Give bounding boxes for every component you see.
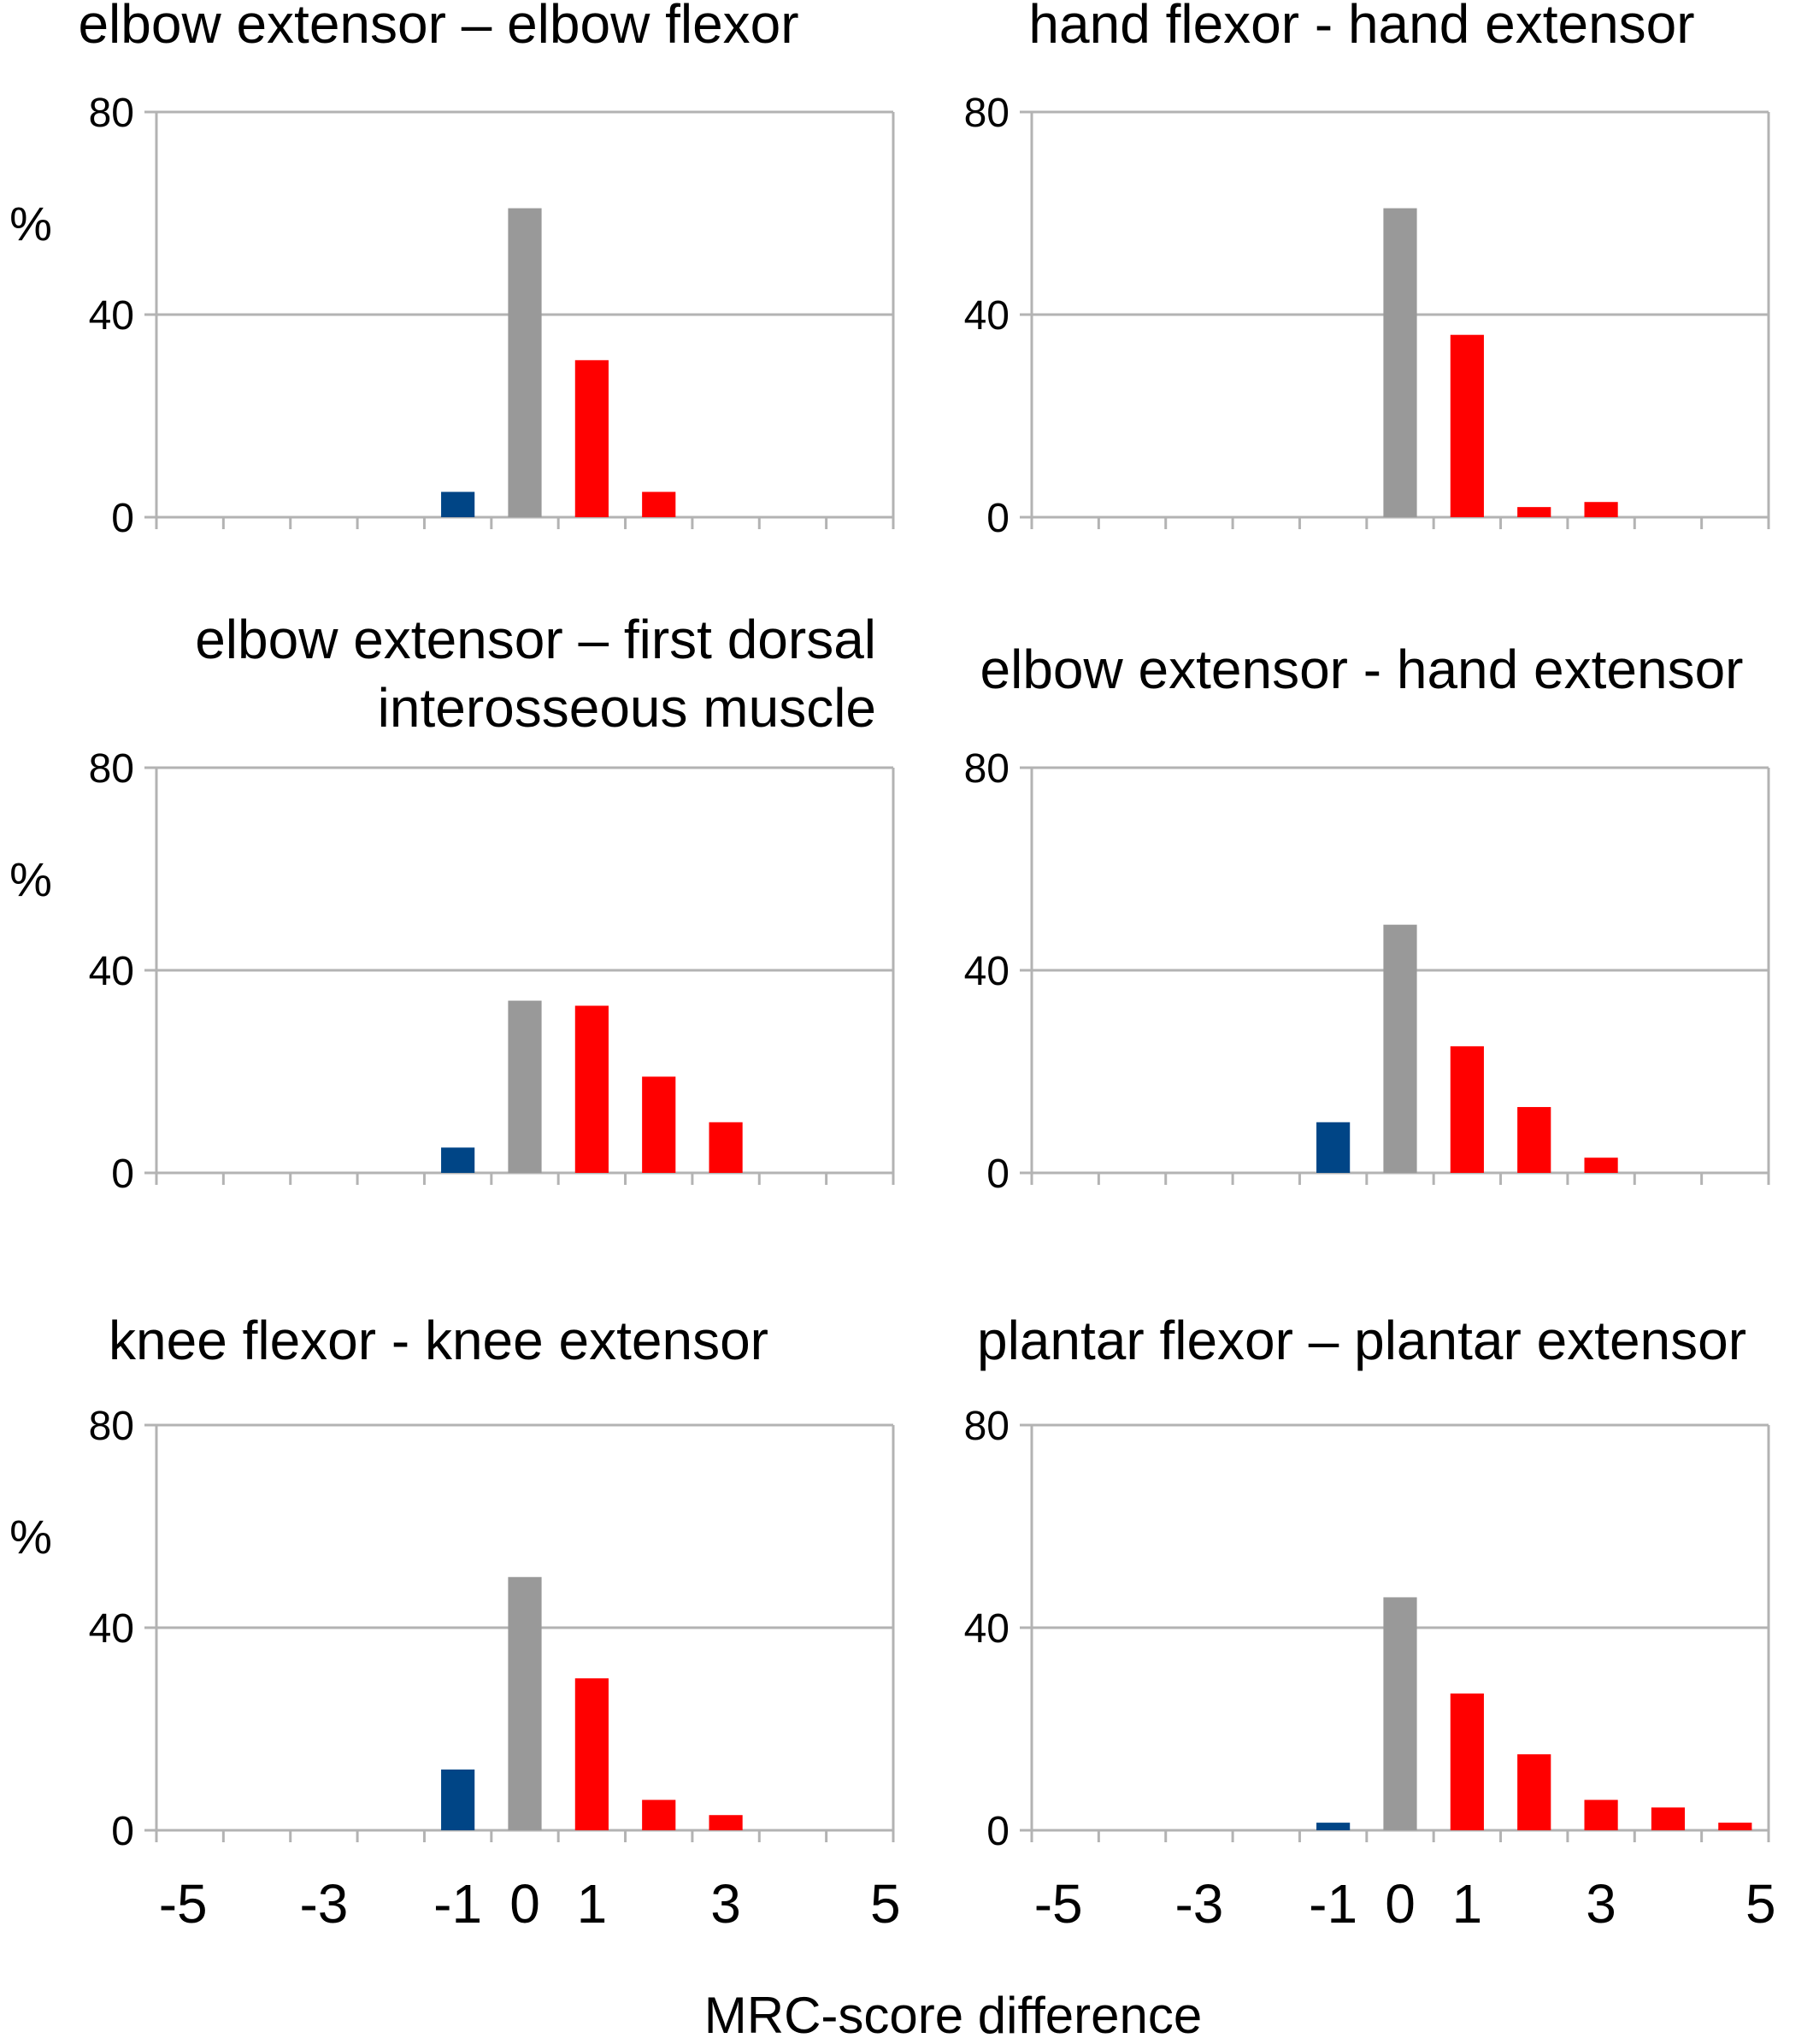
x-tick-label: 5 [870,1873,901,1935]
y-tick-label: 80 [964,91,1010,136]
bar [1584,1157,1618,1173]
chart-panel-6: plantar flexor – plantar extensor 0 40 80 -5… [964,1310,1776,1935]
bar [1584,502,1618,517]
y-tick-label: 0 [986,1152,1010,1197]
bar [1316,1122,1351,1173]
bar [1383,924,1417,1173]
chart-panel-5: knee flexor - knee extensor 0 40 80% -5 -3 -1 0… [9,1310,901,1935]
bar [709,1815,743,1830]
y-tick-label: 80 [89,91,134,136]
bar [1450,334,1484,517]
y-tick-label: 40 [964,1606,1010,1652]
y-tick-label: 80 [964,746,1010,792]
y-axis-label: % [9,852,52,906]
y-tick-label: 0 [111,1152,134,1197]
bar [574,1678,609,1830]
y-tick-label: 80 [89,746,134,792]
y-tick-label: 0 [111,496,134,541]
x-tick-label: 3 [710,1873,741,1935]
x-tick-label: 1 [577,1873,608,1935]
bar [1450,1046,1484,1173]
chart-panel-4: elbow extensor - hand extensor 0 40 80 [964,639,1770,1197]
y-tick-label: 80 [89,1404,134,1449]
panel-title: elbow extensor - hand extensor [980,639,1744,700]
y-tick-label: 0 [986,496,1010,541]
x-tick-label: -3 [299,1873,348,1935]
bar [508,1576,542,1830]
x-tick-label: -1 [433,1873,482,1935]
chart-panels: elbow extensor – elbow flexor 0 40 80% hand … [9,0,1776,1935]
bar [1383,1597,1417,1830]
bar [1651,1807,1686,1830]
bar [642,1076,676,1173]
bar [709,1122,743,1173]
bar [1584,1800,1618,1830]
y-tick-label: 0 [986,1809,1010,1854]
y-tick-label: 0 [111,1809,134,1854]
x-tick-label: -3 [1174,1873,1223,1935]
x-tick-label: 0 [509,1873,540,1935]
bar [508,208,542,517]
x-tick-label: 3 [1586,1873,1616,1935]
bar [574,1005,609,1173]
x-tick-label: -5 [1034,1873,1083,1935]
bar [642,492,676,517]
x-tick-label: 5 [1745,1873,1776,1935]
y-tick-label: 80 [964,1404,1010,1449]
y-tick-label: 40 [964,949,1010,994]
y-axis-label: % [9,1510,52,1564]
bar [441,1769,475,1830]
bar [1718,1823,1752,1830]
x-tick-label: 0 [1385,1873,1416,1935]
y-tick-label: 40 [89,293,134,339]
y-tick-label: 40 [964,293,1010,339]
bar [1517,507,1551,517]
panel-title: hand flexor - hand extensor [1028,0,1694,55]
y-tick-label: 40 [89,1606,134,1652]
panel-title: elbow extensor – first dorsal [195,609,876,670]
bar [1517,1106,1551,1173]
bar [441,1147,475,1173]
bar [508,1000,542,1173]
y-axis-label: % [9,197,52,250]
bar [1383,208,1417,517]
panel-title: elbow extensor – elbow flexor [78,0,798,55]
chart-panel-1: elbow extensor – elbow flexor 0 40 80% [9,0,895,541]
panel-title: plantar flexor – plantar extensor [977,1310,1746,1371]
y-tick-label: 40 [89,949,134,994]
chart-panel-2: hand flexor - hand extensor 0 40 80 [964,0,1770,541]
panel-title: knee flexor - knee extensor [109,1310,768,1371]
panel-title: interosseous muscle [378,677,876,739]
chart-panel-3: elbow extensor – first dorsal interosseou… [9,609,895,1197]
x-tick-label: -1 [1309,1873,1357,1935]
x-tick-label: 1 [1452,1873,1483,1935]
figure-x-axis-label: MRC-score difference [704,1987,1202,2044]
bar [642,1800,676,1830]
bar [1450,1694,1484,1830]
bar [1517,1754,1551,1830]
bar [441,492,475,517]
bar [1316,1823,1351,1830]
x-tick-label: -5 [159,1873,208,1935]
bar [574,360,609,517]
